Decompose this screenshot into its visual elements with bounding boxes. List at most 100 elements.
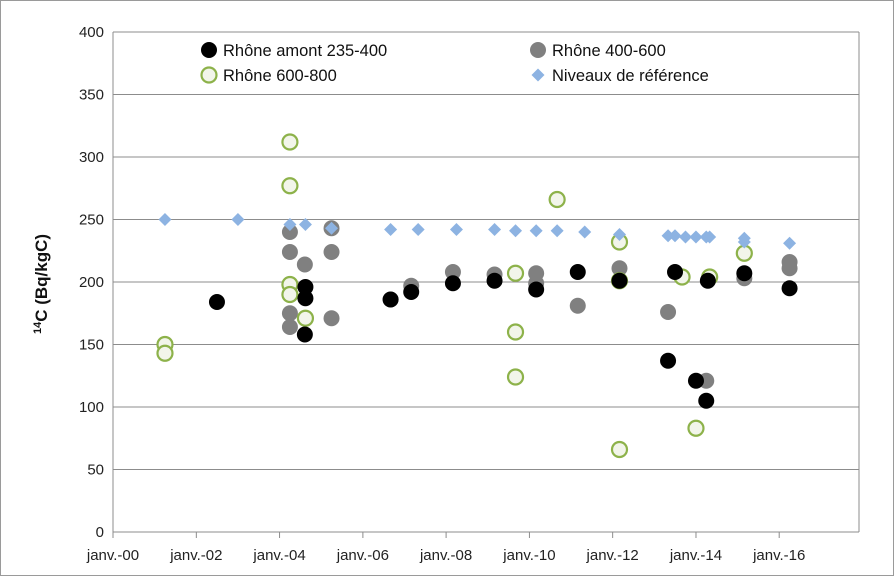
series-1 [281,220,798,389]
data-point [661,229,675,243]
y-axis-tick-labels: 0 50 100 150 200 250 300 350 400 [79,24,104,541]
y-axis-label-superscript: 14 [32,321,44,334]
y-tick-label: 0 [96,524,104,541]
data-point [296,326,313,343]
legend-marker [200,66,218,84]
data-point [678,230,692,244]
data-point [296,309,315,327]
legend-marker [201,42,217,58]
data-point [569,297,586,314]
series-2 [156,133,753,459]
data-point [444,264,461,280]
data-point [660,352,677,369]
y-tick-label: 50 [87,462,104,479]
data-point [689,230,703,244]
data-point [323,244,340,260]
data-point [781,260,798,277]
data-point [703,230,717,244]
data-point [548,190,566,209]
data-point [296,256,313,273]
data-point [283,218,297,231]
data-point [325,221,339,235]
y-tick-label: 300 [79,149,104,166]
data-point [323,310,340,327]
data-point [528,281,545,298]
data-point [488,223,502,236]
series-0 [208,264,798,409]
data-point [281,305,298,322]
x-tick-label: janv.-02 [169,547,222,564]
data-point [281,224,298,240]
legend: Rhône amont 235-400 Rhône 400-600 Rhône 60… [200,42,709,85]
data-point [687,372,704,389]
legend-label: Rhône amont 235-400 [223,42,387,60]
data-point [698,392,715,409]
data-point [449,223,463,236]
y-tick-label: 150 [79,337,104,354]
y-axis-label-main: C (Bq/kgC) [32,234,51,322]
y-tick-label: 400 [79,24,104,41]
x-tick-label: janv.-04 [252,547,305,564]
data-point [384,223,398,236]
data-point [781,280,798,297]
data-point [611,260,628,277]
x-tick-label: janv.-10 [502,547,555,564]
data-point [411,223,425,236]
data-point [506,368,525,386]
legend-label: Niveaux de référence [552,67,709,85]
x-tick-label: janv.-06 [336,547,389,564]
data-point [509,224,523,238]
data-points [156,133,798,459]
data-point [281,133,299,151]
data-point [158,213,172,226]
data-point [281,285,299,304]
y-axis-label: 14C (Bq/kgC) [32,234,51,334]
data-point [569,264,586,280]
data-point [403,284,420,300]
data-point [444,275,461,292]
data-point [667,264,684,280]
data-point [506,323,525,341]
data-point [297,279,314,295]
data-point [208,294,225,310]
y-tick-label: 200 [79,274,104,291]
x-tick-label: janv.-08 [419,547,472,564]
y-tick-label: 100 [79,399,104,416]
series-3 [158,213,797,250]
data-point [281,244,298,260]
data-point [687,419,705,437]
data-point [156,344,174,362]
legend-label: Rhône 400-600 [552,42,666,60]
x-tick-label: janv.-12 [586,547,639,564]
data-point [737,235,751,249]
x-tick-label: janv.-16 [752,547,805,564]
data-point [382,291,399,308]
data-point [736,265,753,282]
data-point [231,213,245,226]
data-point [281,319,298,335]
data-point [297,290,314,307]
data-point [610,440,629,459]
data-point [506,264,525,282]
x-tick-label: janv.-14 [669,547,722,564]
data-point [550,224,564,238]
data-point [612,228,626,241]
data-point [611,272,628,289]
legend-label: Rhône 600-800 [223,67,337,85]
data-point [529,224,543,238]
data-point [281,177,299,195]
data-point [578,225,592,239]
legend-marker [531,68,545,82]
data-point [699,272,716,289]
x-tick-label: janv.-00 [86,547,139,564]
data-point [668,229,682,243]
data-point [660,304,677,320]
y-tick-label: 350 [79,87,104,104]
y-tick-label: 250 [79,212,104,229]
data-point [486,272,503,289]
x-axis: janv.-00 janv.-02 janv.-04 janv.-06 janv.-08… [86,532,805,564]
data-point [783,236,797,250]
legend-marker [530,42,546,58]
